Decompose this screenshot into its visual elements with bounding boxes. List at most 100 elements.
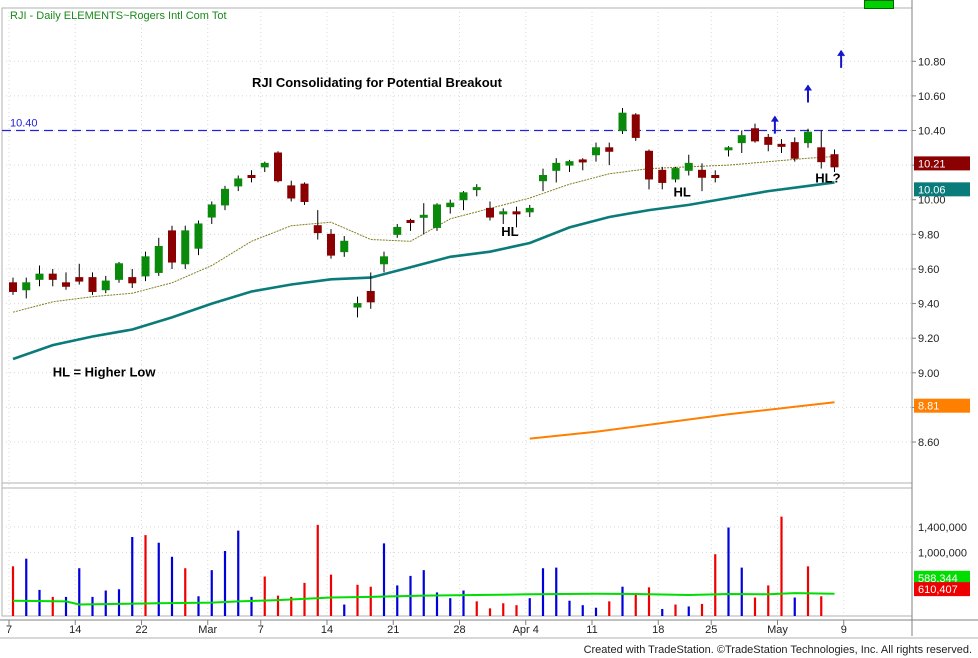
candle-down	[605, 147, 614, 152]
candle-down	[764, 136, 773, 145]
x-axis: 7 14 22 Mar 7 14 21 28 Apr 4 11 18 25 May 9	[6, 620, 847, 636]
candle-down	[777, 143, 786, 147]
x-tick-label: 11	[586, 624, 597, 636]
candle-up	[221, 188, 229, 206]
candle-up	[207, 204, 216, 218]
symbol-title: RJI - Daily ELEMENTS~Rogers Intl Com Tot	[10, 10, 227, 22]
y-tick-label: 10.60	[918, 91, 946, 103]
candle-up	[141, 256, 150, 277]
candle-down	[512, 211, 521, 215]
x-tick-label: 28	[453, 624, 465, 636]
x-tick-label: Apr 4	[513, 624, 539, 636]
candle-up	[433, 204, 441, 228]
footer-credit: Created with TradeStation. ©TradeStation…	[583, 644, 972, 656]
volume-tick-label: 1,400,000	[918, 522, 967, 534]
x-tick-label: 18	[652, 624, 664, 636]
candle-up	[380, 256, 388, 265]
candle-down	[631, 114, 640, 138]
candle-down	[62, 282, 70, 287]
y-tick-label: 9.20	[918, 333, 939, 345]
candle-up	[353, 303, 362, 308]
volume-moving-average	[12, 592, 835, 606]
y-tick-label: 10.40	[918, 126, 946, 138]
candle-down	[300, 183, 309, 202]
annotation-label: HL = Higher Low	[53, 364, 157, 379]
candle-up	[552, 162, 561, 171]
resistance-label: 10.40	[10, 118, 38, 130]
candle-up	[22, 282, 31, 291]
candle-up	[101, 280, 110, 291]
grid-lines	[0, 0, 978, 639]
scroll-tab[interactable]	[864, 0, 894, 9]
volume-marker-label: 610,407	[918, 584, 958, 596]
candle-up	[565, 161, 574, 166]
volume-marker	[914, 582, 970, 597]
x-tick-label: Mar	[198, 624, 217, 636]
price-panel: 10.40	[2, 108, 912, 440]
candle-down	[274, 152, 282, 182]
candle-down	[830, 154, 839, 168]
candle-up	[181, 230, 190, 265]
x-tick-label: May	[767, 624, 788, 636]
price-marker-label: 10.06	[918, 184, 946, 196]
candle-up	[671, 168, 680, 180]
candle-up	[446, 202, 455, 208]
price-marker-label: 10.21	[918, 158, 946, 170]
annotation-label: HL	[501, 224, 518, 239]
up-arrow-head-icon	[804, 84, 812, 91]
annotation-label: HL?	[815, 170, 840, 185]
up-arrow-head-icon	[770, 115, 779, 122]
y-tick-label: 8.60	[918, 437, 939, 449]
price-marker	[914, 182, 970, 197]
candle-up	[459, 192, 468, 201]
x-tick-label: 25	[705, 624, 717, 636]
candle-up	[804, 131, 812, 144]
candle-up	[115, 263, 123, 280]
candle-up	[737, 135, 746, 144]
candle-up	[684, 162, 693, 171]
y-tick-label: 9.60	[918, 264, 939, 276]
candle-down	[366, 290, 375, 303]
price-marker-label: 8.81	[918, 401, 939, 413]
candle-up	[35, 273, 44, 280]
x-tick-label: 21	[387, 624, 399, 636]
candle-up	[419, 214, 428, 218]
candle-up	[154, 245, 163, 273]
candle-down	[711, 175, 720, 178]
annotation-label: HL	[673, 184, 690, 199]
y-tick-label: 9.40	[918, 299, 939, 311]
x-tick-label: 22	[135, 624, 147, 636]
y-tick-label: 9.00	[918, 368, 939, 380]
short-moving-average	[12, 156, 835, 313]
candle-up	[618, 112, 627, 131]
chart-title: RJI Consolidating for Potential Breakout	[252, 75, 503, 90]
y-tick-label: 10.80	[918, 56, 946, 68]
candle-down	[9, 282, 17, 292]
y-tick-label: 10.00	[918, 195, 946, 207]
candle-up	[234, 178, 243, 187]
y-tick-label: 9.80	[918, 229, 939, 241]
candle-down	[287, 185, 296, 199]
annotations: RJI Consolidating for Potential Breakout…	[53, 49, 846, 379]
candle-down	[486, 207, 494, 218]
orange-indicator-line	[529, 401, 835, 440]
candle-down	[698, 169, 706, 178]
candle-down	[247, 175, 256, 178]
candle-down	[751, 128, 759, 142]
candle-down	[168, 230, 176, 263]
candle-up	[592, 147, 600, 156]
candle-up	[260, 162, 269, 168]
x-tick-label: 14	[321, 624, 333, 636]
candle-up	[499, 211, 508, 215]
price-marker	[914, 398, 970, 413]
candle-down	[75, 277, 84, 282]
candle-up	[525, 207, 534, 213]
x-tick-label: 7	[6, 624, 12, 636]
up-arrow-head-icon	[837, 49, 846, 56]
candle-down	[406, 220, 415, 223]
candle-down	[88, 277, 97, 292]
candle-up	[539, 175, 547, 182]
candle-down	[313, 225, 322, 234]
candle-up	[393, 226, 402, 235]
